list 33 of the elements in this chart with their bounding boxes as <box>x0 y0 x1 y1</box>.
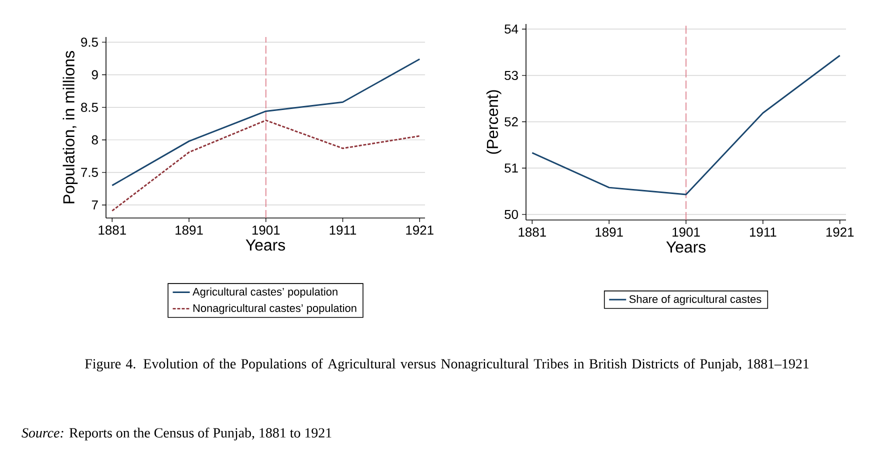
line-series <box>531 54 841 196</box>
text: Source: Reports on the Census of Punjab, 1881 to 1921 <box>22 428 332 440</box>
y-tick-label: 51 <box>504 164 518 173</box>
line-series <box>111 58 420 186</box>
legend-label: Nonagricultural castes’ population <box>193 304 356 314</box>
line-series <box>111 120 420 212</box>
x-tick-label: 1921 <box>406 226 434 235</box>
legend-label: Share of agricultural castes <box>629 294 762 306</box>
y-tick-label: 7 <box>92 200 98 210</box>
x-tick-label: 1911 <box>330 226 356 235</box>
y-tick-label: 53 <box>504 70 518 80</box>
x-tick-label: 1901 <box>672 228 700 237</box>
y-axis-title: (Percent) <box>486 90 502 154</box>
x-tick-label: 1881 <box>518 228 546 237</box>
x-tick-label: 1901 <box>252 226 280 235</box>
y-tick-label: 54 <box>504 24 518 34</box>
x-tick-label: 1911 <box>750 228 776 237</box>
x-axis-title: Years <box>666 242 706 253</box>
y-axis-title: Population, in millions <box>62 51 78 204</box>
x-tick-label: 1891 <box>176 226 203 235</box>
legend-label: Agricultural castes’ population <box>192 288 338 298</box>
x-tick-label: 1881 <box>98 226 126 235</box>
x-axis-title: Years <box>246 240 286 251</box>
y-tick-label: 9.5 <box>81 38 98 47</box>
y-tick-label: 50 <box>504 210 518 220</box>
x-tick-label: 1891 <box>596 228 623 237</box>
x-tick-label: 1921 <box>826 228 854 237</box>
y-tick-label: 8 <box>92 135 98 144</box>
y-tick-label: 7.5 <box>81 168 98 177</box>
y-tick-label: 9 <box>92 70 98 80</box>
caption: Figure 4. Evolution of the Populations of Agricultural versus Nonagricultural Tribes in British Districts of Punjab, 1881–1921 <box>85 358 809 372</box>
y-tick-label: 8.5 <box>81 102 98 112</box>
y-tick-label: 52 <box>504 117 518 126</box>
